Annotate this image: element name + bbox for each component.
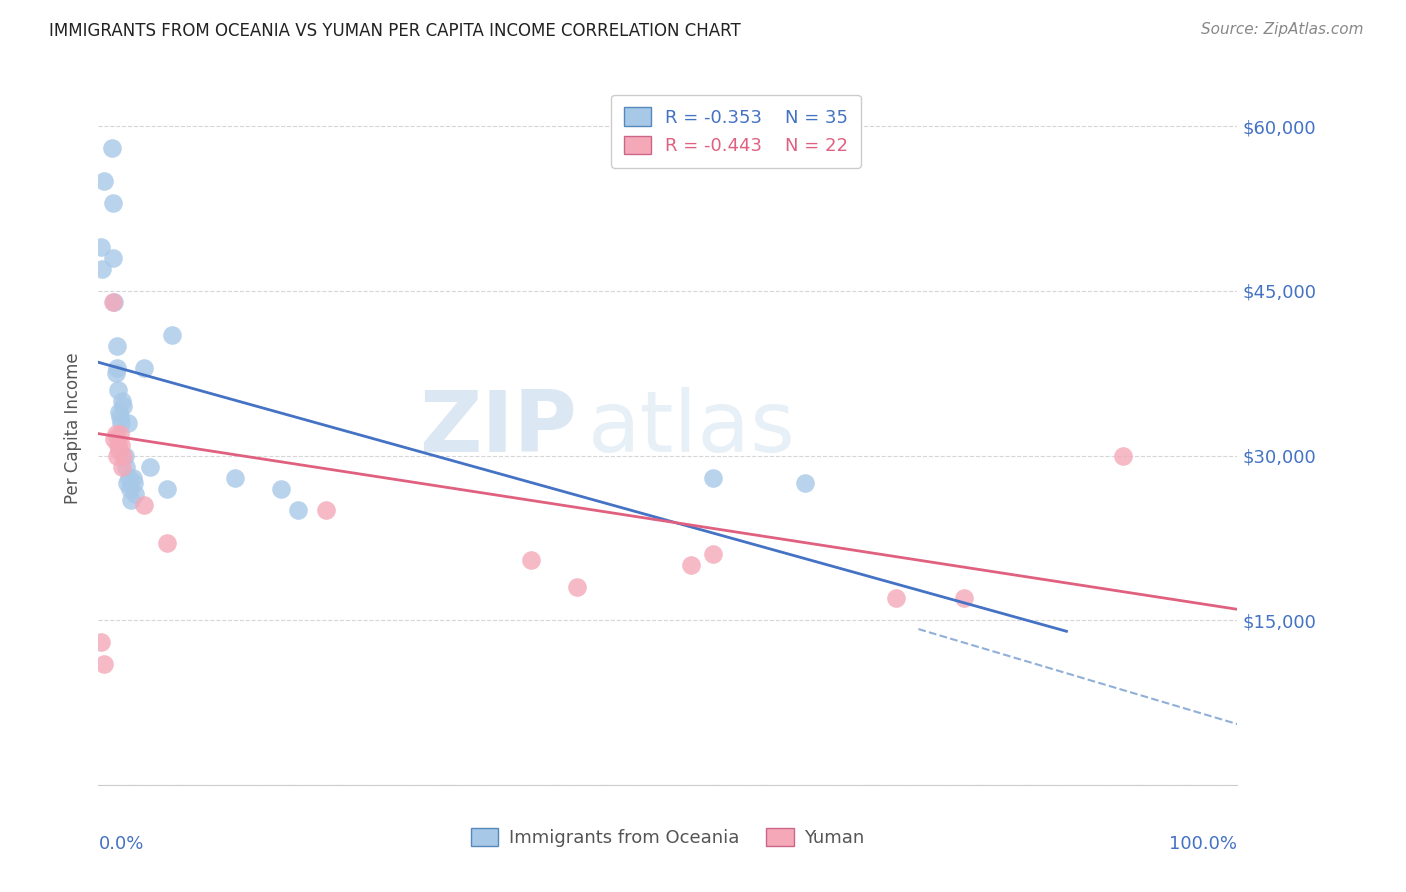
Point [105, 449, 128, 463]
Point [104, 426, 127, 441]
Text: IMMIGRANTS FROM OCEANIA VS YUMAN PER CAPITA INCOME CORRELATION CHART: IMMIGRANTS FROM OCEANIA VS YUMAN PER CAP… [49, 22, 741, 40]
Point [93, 657, 115, 672]
Point [110, 437, 132, 451]
Legend: Immigrants from Oceania, Yuman: Immigrants from Oceania, Yuman [464, 821, 872, 855]
Point [111, 459, 134, 474]
Point [117, 416, 139, 430]
Point [884, 591, 907, 606]
Point [702, 548, 724, 562]
Point [315, 503, 337, 517]
Point [120, 492, 142, 507]
Point [103, 432, 125, 446]
Point [156, 482, 179, 496]
Point [101, 141, 124, 155]
Point [138, 459, 160, 474]
Point [953, 591, 976, 606]
Point [115, 476, 138, 491]
Point [114, 449, 136, 463]
Point [108, 405, 131, 419]
Y-axis label: Per Capita Income: Per Capita Income [65, 352, 83, 504]
Point [114, 459, 136, 474]
Point [112, 399, 135, 413]
Point [107, 383, 129, 397]
Point [287, 503, 309, 517]
Point [90, 240, 112, 254]
Point [90, 635, 112, 649]
Point [1112, 449, 1135, 463]
Point [793, 476, 815, 491]
Point [105, 339, 128, 353]
Point [112, 449, 135, 463]
Point [124, 487, 146, 501]
Point [702, 470, 724, 484]
Text: atlas: atlas [588, 386, 796, 470]
Point [93, 174, 115, 188]
Point [108, 426, 131, 441]
Point [103, 294, 125, 309]
Point [224, 470, 246, 484]
Text: Source: ZipAtlas.com: Source: ZipAtlas.com [1201, 22, 1364, 37]
Point [162, 327, 184, 342]
Point [121, 470, 143, 484]
Point [103, 294, 125, 309]
Point [118, 470, 141, 484]
Point [108, 410, 131, 425]
Point [270, 482, 292, 496]
Text: 100.0%: 100.0% [1170, 835, 1237, 853]
Point [679, 558, 702, 573]
Text: 0.0%: 0.0% [98, 835, 143, 853]
Point [565, 580, 588, 594]
Point [90, 262, 112, 277]
Text: ZIP: ZIP [419, 386, 576, 470]
Point [110, 416, 132, 430]
Point [120, 482, 142, 496]
Point [122, 476, 145, 491]
Point [103, 196, 125, 211]
Point [132, 498, 155, 512]
Point [103, 251, 125, 265]
Point [132, 360, 155, 375]
Point [105, 360, 128, 375]
Point [111, 393, 134, 408]
Point [156, 536, 179, 550]
Point [520, 553, 543, 567]
Point [107, 437, 129, 451]
Point [104, 366, 127, 380]
Point [108, 443, 131, 458]
